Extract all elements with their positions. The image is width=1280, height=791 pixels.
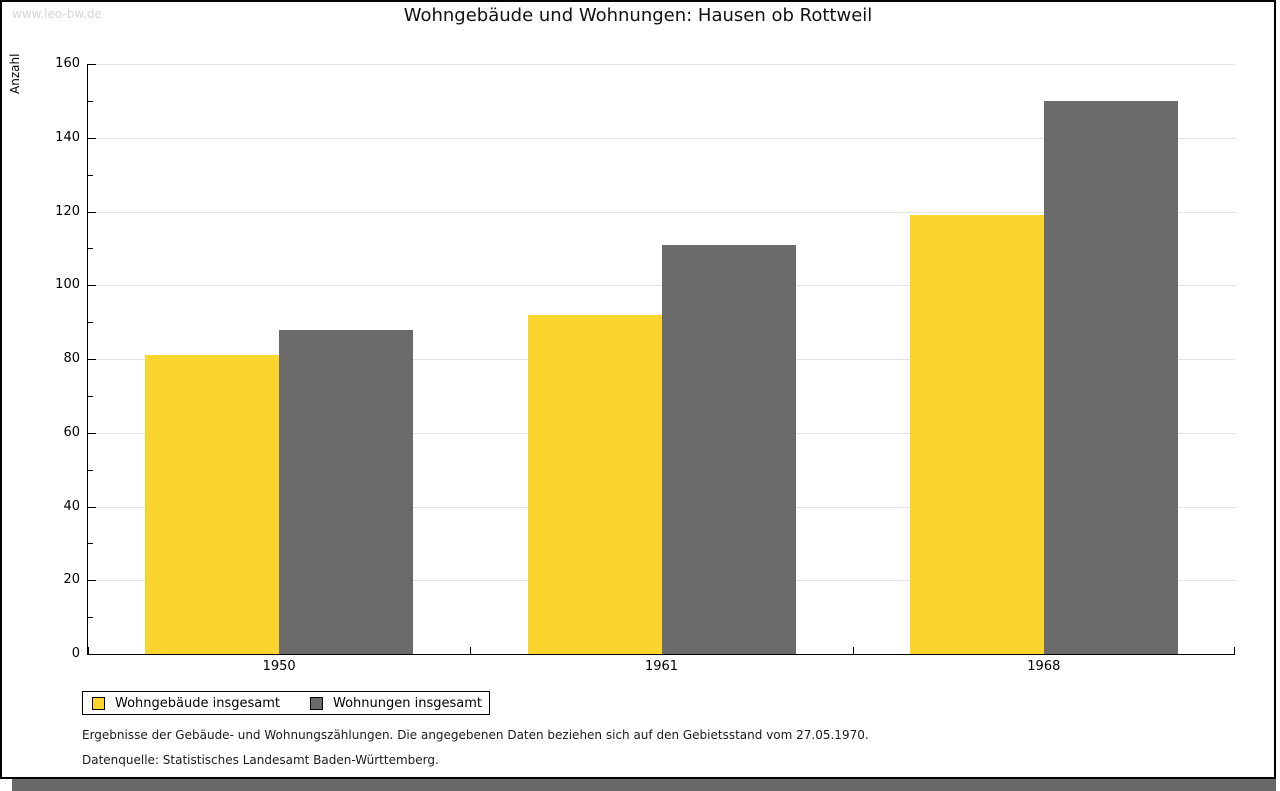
x-axis-tick xyxy=(470,647,472,654)
x-axis-tick xyxy=(852,647,854,654)
legend-label-series0: Wohngebäude insgesamt xyxy=(115,695,280,711)
chart-title: Wohngebäude und Wohnungen: Hausen ob Rot… xyxy=(403,5,873,26)
bar-series1-1950 xyxy=(279,329,414,654)
gridline-y160 xyxy=(88,64,1235,65)
y-tick-label: 80 xyxy=(63,351,80,366)
x-axis-tick xyxy=(88,647,89,654)
y-axis-minor-tick xyxy=(88,469,93,471)
watermark: www.leo-bw.de xyxy=(12,7,102,21)
bar-series0-1961 xyxy=(527,314,662,654)
legend-entry-series1: Wohnungen insgesamt xyxy=(310,696,482,711)
y-axis-minor-tick xyxy=(88,174,93,176)
y-axis-minor-tick xyxy=(88,395,93,397)
y-tick-label: 40 xyxy=(63,498,80,514)
x-axis-tick xyxy=(1234,647,1235,654)
y-tick-label: 140 xyxy=(55,129,80,145)
y-tick-label: 100 xyxy=(55,277,80,293)
legend-swatch-series0 xyxy=(92,696,105,710)
x-tick-label-1968: 1968 xyxy=(1027,659,1061,674)
y-axis-major-tick xyxy=(88,211,96,213)
footnote-line-1: Ergebnisse der Gebäude- und Wohnungszähl… xyxy=(82,728,869,742)
plot-area: 0 20 40 60 80 100 120 140 160 1950 1961 1968 xyxy=(55,56,1235,674)
y-tick-label: 60 xyxy=(63,424,80,440)
y-axis-major-tick xyxy=(88,580,96,582)
x-tick-label-1961: 1961 xyxy=(644,659,679,674)
y-axis-minor-tick xyxy=(88,248,93,250)
bar-series1-1961 xyxy=(661,244,796,654)
legend-entry-series0: Wohngebäude insgesamt xyxy=(92,696,280,711)
y-tick-label: 160 xyxy=(55,56,80,71)
legend-swatch-series1 xyxy=(310,696,323,710)
y-axis-major-tick xyxy=(88,432,96,434)
gridline-y140 xyxy=(88,137,1235,139)
bar-series1-1968 xyxy=(1043,100,1178,654)
y-tick-label: 120 xyxy=(55,203,80,219)
y-axis-title: Anzahl xyxy=(8,53,22,94)
x-tick-label-1950: 1950 xyxy=(262,659,296,674)
gridline-y120 xyxy=(88,211,1235,213)
y-axis-major-tick xyxy=(88,654,96,655)
y-axis-major-tick xyxy=(88,137,96,139)
y-axis-minor-tick xyxy=(88,617,93,619)
y-axis-major-tick xyxy=(88,506,96,508)
y-tick-label: 0 xyxy=(71,646,80,661)
footnote-line-2: Datenquelle: Statistisches Landesamt Bad… xyxy=(82,753,439,767)
y-axis-major-tick xyxy=(88,285,96,287)
legend-label-series1: Wohnungen insgesamt xyxy=(333,695,482,711)
legend: Wohngebäude insgesamt Wohnungen insgesam… xyxy=(82,691,490,715)
y-axis-major-tick xyxy=(88,359,96,360)
y-axis-minor-tick xyxy=(88,100,93,102)
y-axis-major-tick xyxy=(88,64,96,65)
y-axis-minor-tick xyxy=(88,322,93,324)
y-axis-minor-tick xyxy=(88,543,93,545)
y-tick-label: 20 xyxy=(63,572,80,588)
bar-series0-1968 xyxy=(909,215,1044,654)
bar-series0-1950 xyxy=(145,355,280,654)
